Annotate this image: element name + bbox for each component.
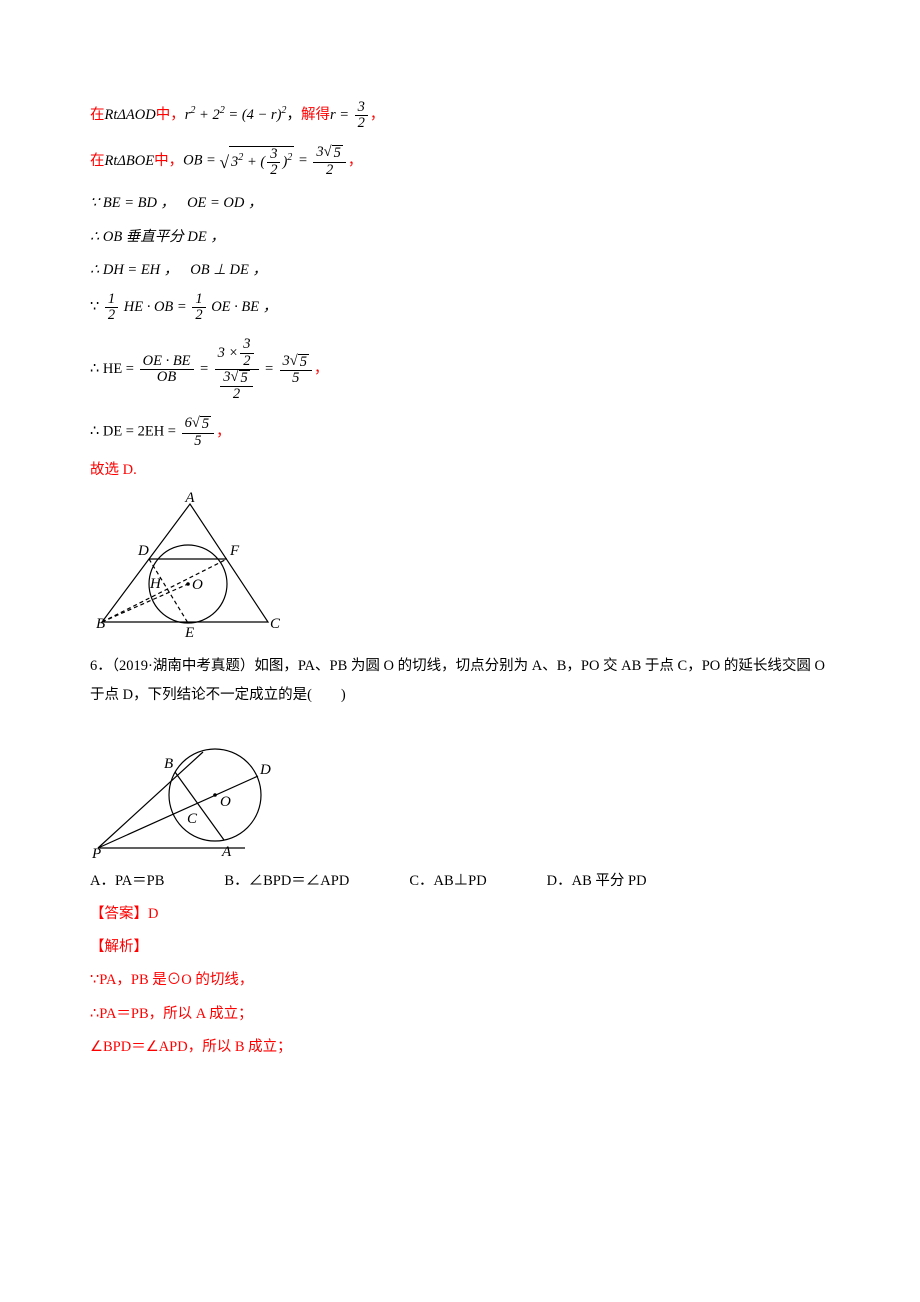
- math: r = 3 2: [330, 100, 370, 131]
- text: ，: [314, 358, 329, 381]
- option-b: B．∠BPD＝∠APD: [224, 870, 349, 893]
- svg-text:D: D: [259, 762, 271, 778]
- fig1-svg: A B C D F E H O: [90, 492, 280, 642]
- math: ∵ 12 HE · OB = 12 OE · BE ，: [90, 292, 277, 323]
- svg-text:B: B: [164, 756, 173, 772]
- text: 解得: [301, 104, 330, 127]
- text: ，: [370, 104, 385, 127]
- option-c: C．AB⊥PD: [409, 870, 486, 893]
- solution-line-6: ∵ 12 HE · OB = 12 OE · BE ，: [90, 292, 830, 323]
- text: ，: [286, 104, 301, 127]
- solution-conclusion: 故选 D.: [90, 459, 830, 482]
- svg-text:E: E: [184, 625, 194, 641]
- explanation-label: 【解析】: [90, 936, 830, 959]
- solution-line-2: 在 RtΔBOE 中， OB = √ 32 + (32)2 = 3√5 2 ，: [90, 145, 830, 178]
- math: ∴ DH = EH ，: [90, 259, 178, 282]
- answer-line: 【答案】D: [90, 903, 830, 926]
- math: ∴ HE = OE · BEOB = 3 × 32 3√5 2 = 3√5 5: [90, 337, 314, 402]
- svg-text:P: P: [91, 846, 101, 860]
- math: r2 + 22 = (4 − r)2: [185, 104, 287, 127]
- figure-circle-tangents: P A B C D O: [90, 720, 830, 860]
- math: OE = OD ，: [187, 192, 262, 215]
- math: RtΔAOD: [105, 104, 156, 127]
- svg-text:A: A: [184, 492, 195, 506]
- text: 中，: [156, 104, 185, 127]
- text: ∠BPD＝∠APD，所以 B 成立；: [90, 1036, 292, 1059]
- text: ，: [216, 421, 231, 444]
- solution-line-5: ∴ DH = EH ， OB ⊥ DE ，: [90, 259, 830, 282]
- solution-line-8: ∴ DE = 2EH = 6√5 5 ，: [90, 416, 830, 448]
- solution-line-4: ∴ OB 垂直平分 DE ，: [90, 226, 830, 249]
- explanation-1: ∵PA，PB 是⊙O 的切线，: [90, 969, 830, 992]
- figure-triangle-incircle: A B C D F E H O: [90, 492, 830, 642]
- math: RtΔBOE: [105, 150, 155, 173]
- solution-line-3: ∵ BE = BD ， OE = OD ，: [90, 192, 830, 215]
- math: ∴ OB 垂直平分 DE ，: [90, 226, 225, 249]
- svg-text:O: O: [192, 577, 203, 593]
- explanation-3: ∠BPD＝∠APD，所以 B 成立；: [90, 1036, 830, 1059]
- question-6-options: A．PA＝PB B．∠BPD＝∠APD C．AB⊥PD D．AB 平分 PD: [90, 870, 830, 893]
- option-d: D．AB 平分 PD: [547, 870, 647, 893]
- q6-body: 6．（2019·湖南中考真题）如图，PA、PB 为圆 O 的切线，切点分别为 A…: [90, 658, 825, 703]
- text: ∴PA＝PB，所以 A 成立；: [90, 1003, 253, 1026]
- option-a: A．PA＝PB: [90, 870, 164, 893]
- svg-text:D: D: [137, 543, 149, 559]
- svg-text:O: O: [220, 794, 231, 810]
- fig2-svg: P A B C D O: [90, 720, 290, 860]
- svg-text:H: H: [149, 576, 162, 592]
- answer-label: 【答案】D: [90, 903, 158, 926]
- solution-line-7: ∴ HE = OE · BEOB = 3 × 32 3√5 2 = 3√5 5 …: [90, 337, 830, 402]
- explanation-2: ∴PA＝PB，所以 A 成立；: [90, 1003, 830, 1026]
- svg-text:B: B: [96, 616, 105, 632]
- solution-line-1: 在 RtΔAOD 中， r2 + 22 = (4 − r)2 ， 解得 r = …: [90, 100, 830, 131]
- text: 在: [90, 150, 105, 173]
- text: 在: [90, 104, 105, 127]
- text: ，: [348, 150, 363, 173]
- text: ∵PA，PB 是⊙O 的切线，: [90, 969, 253, 992]
- svg-text:A: A: [221, 844, 232, 860]
- text: 故选 D.: [90, 459, 137, 482]
- svg-text:F: F: [229, 543, 240, 559]
- math: OB ⊥ DE ，: [190, 259, 267, 282]
- svg-text:C: C: [187, 811, 198, 827]
- text: 中，: [154, 150, 183, 173]
- math: OB = √ 32 + (32)2 = 3√5 2: [183, 145, 348, 178]
- svg-text:C: C: [270, 616, 280, 632]
- text: 【解析】: [90, 936, 148, 959]
- math: ∴ DE = 2EH = 6√5 5: [90, 416, 216, 448]
- question-6-text: 6．（2019·湖南中考真题）如图，PA、PB 为圆 O 的切线，切点分别为 A…: [90, 652, 830, 710]
- math: ∵ BE = BD ，: [90, 192, 175, 215]
